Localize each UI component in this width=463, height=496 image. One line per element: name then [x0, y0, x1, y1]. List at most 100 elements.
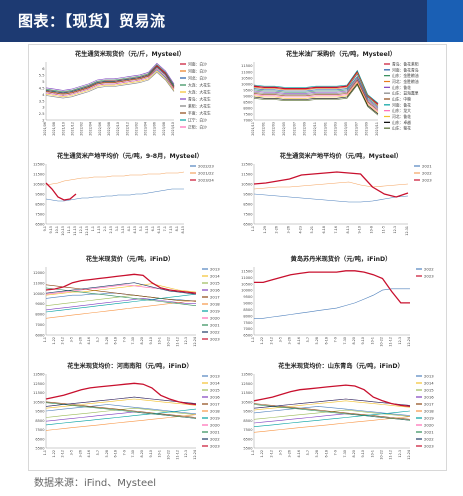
chart-title: 花生米现货价（元/吨，iFinD） — [86, 255, 174, 263]
y-tick-label: 8000 — [35, 313, 45, 317]
y-tick-label: 11500 — [241, 173, 253, 177]
legend-label: 2018 — [210, 409, 220, 414]
legend-label: 2016 — [210, 395, 220, 400]
legend-label: 2013 — [210, 374, 220, 379]
series-line-8 — [253, 69, 379, 104]
y-tick-label: 9500 — [243, 410, 253, 414]
x-tick-label: 5-21 — [310, 226, 314, 233]
x-tick-label: 11-15 — [73, 226, 77, 236]
x-tick-label: 10-1 — [158, 337, 162, 344]
legend-label: 2013 — [210, 267, 220, 272]
series-line-9 — [45, 402, 197, 419]
x-tick-label: 11-5 — [381, 226, 385, 233]
x-tick-label: 10-22 — [167, 337, 171, 347]
y-tick-label: 10000 — [241, 82, 253, 86]
y-tick-label: 8500 — [243, 419, 253, 423]
x-tick-label: 12-31 — [405, 226, 409, 236]
x-tick-label: 12-24 — [407, 337, 411, 347]
x-tick-label: 7-15 — [169, 226, 173, 233]
y-tick-label: 12500 — [33, 382, 45, 386]
x-tick-label: 3-26 — [287, 226, 291, 233]
x-tick-label: 1-22 — [260, 337, 264, 344]
y-tick-label: 6500 — [243, 223, 253, 227]
y-tick-label: 11000 — [241, 276, 253, 280]
series-line-6 — [45, 414, 197, 431]
x-tick-label: 12-3 — [398, 450, 402, 457]
y-tick-label: 8500 — [243, 308, 253, 312]
x-tick-label: 5-28 — [105, 337, 109, 344]
series-line-1 — [45, 188, 184, 202]
series-line-10 — [45, 67, 175, 96]
x-tick-label: 11-12 — [389, 337, 393, 347]
legend-label: 2021 — [210, 323, 220, 328]
x-tick-label: 2-12 — [61, 450, 65, 457]
x-tick-label: 2022/11 — [313, 122, 317, 136]
x-tick-label: 1-1 — [251, 226, 255, 231]
x-tick-label: 12-15 — [85, 226, 89, 236]
y-tick-label: 11500 — [33, 391, 45, 395]
x-tick-label: 8-1 — [175, 226, 179, 231]
x-tick-label: 5-28 — [315, 337, 319, 344]
x-tick-label: 1-1 — [43, 337, 47, 342]
x-tick-label: 9-10 — [361, 337, 365, 344]
series-line-1 — [253, 70, 379, 105]
x-tick-label: 7-9 — [334, 337, 338, 342]
y-tick-label: 13500 — [241, 373, 253, 377]
header-accent-stripe — [427, 0, 463, 42]
x-tick-label: 7-9 — [122, 337, 126, 342]
x-tick-label: 2022/02 — [80, 122, 84, 136]
series-line-4 — [45, 298, 196, 311]
x-tick-label: 7-30 — [131, 450, 135, 457]
y-tick-label: 10500 — [33, 183, 45, 187]
x-tick-label: 7-30 — [343, 450, 347, 457]
series-line-5 — [45, 70, 175, 98]
x-tick-label: 7-30 — [343, 337, 347, 344]
x-tick-label: 10-22 — [167, 450, 171, 460]
series-line-8 — [45, 66, 175, 95]
chart-panel-7: 花生米现货均价：河南南阳（元/吨，iFinD） 13500 12500 11500 10… — [33, 362, 220, 460]
x-tick-label: 9-10 — [149, 450, 153, 457]
x-tick-label: 1-15 — [97, 226, 101, 233]
x-tick-label: 4-15 — [133, 226, 137, 233]
chart-title: 花生米现货均价：山东青岛（元/吨，iFinD） — [278, 362, 403, 370]
legend-label: 大连：大花生 — [188, 83, 211, 88]
x-tick-label: 2021/12 — [70, 122, 74, 136]
series-line-5 — [253, 403, 411, 420]
x-tick-label: 2021/11 — [251, 122, 255, 136]
legend-label: 平度：大花生 — [188, 111, 211, 116]
chart-panel-8: 花生米现货均价：山东青岛（元/吨，iFinD） 13500 12500 11500 10… — [241, 362, 434, 460]
legend-label: 2023 — [210, 444, 220, 449]
x-tick-label: 2023/11 — [375, 122, 379, 136]
series-line-11 — [253, 384, 411, 408]
x-tick-label: 8-20 — [140, 450, 144, 457]
x-tick-label: 8-13 — [346, 226, 350, 233]
x-tick-label: 9-1 — [43, 226, 47, 231]
x-tick-label: 2-26 — [275, 226, 279, 233]
y-tick-label: 9000 — [35, 302, 45, 306]
x-tick-label: 5-1 — [139, 226, 143, 231]
y-tick-label: 8500 — [243, 203, 253, 207]
series-line-7 — [45, 293, 197, 313]
legend-label: 2023 — [424, 274, 434, 279]
x-tick-label: 5-7 — [96, 337, 100, 342]
x-tick-label: 8-20 — [352, 450, 356, 457]
legend-label: 2022 — [210, 437, 220, 442]
chart-panel-6: 黄岛苏丹米现货价（元/吨，iFinD） 11500 11000 10500 10000 9… — [241, 255, 434, 347]
x-tick-label: 2023/09 — [365, 122, 369, 136]
x-tick-label: 3-5 — [69, 450, 73, 455]
series-line-3 — [45, 182, 77, 201]
x-tick-label: 12-24 — [193, 337, 197, 347]
y-tick-label: 9500 — [243, 295, 253, 299]
x-tick-label: 2022/01 — [261, 122, 265, 136]
x-tick-label: 3-5 — [279, 337, 283, 342]
legend-label: 山东：龙大 — [392, 108, 411, 113]
y-tick-label: 10500 — [241, 282, 253, 286]
y-tick-label: 7500 — [243, 321, 253, 325]
x-tick-label: 2023/07 — [354, 122, 358, 136]
x-tick-label: 2021/06 — [43, 122, 47, 136]
legend-label: 山东：益海嘉里 — [392, 91, 419, 96]
legend-label: 大连：大花生 — [188, 90, 211, 95]
x-tick-label: 5-28 — [105, 450, 109, 457]
series-line-4 — [45, 64, 175, 92]
x-tick-label: 2023/05 — [344, 122, 348, 136]
